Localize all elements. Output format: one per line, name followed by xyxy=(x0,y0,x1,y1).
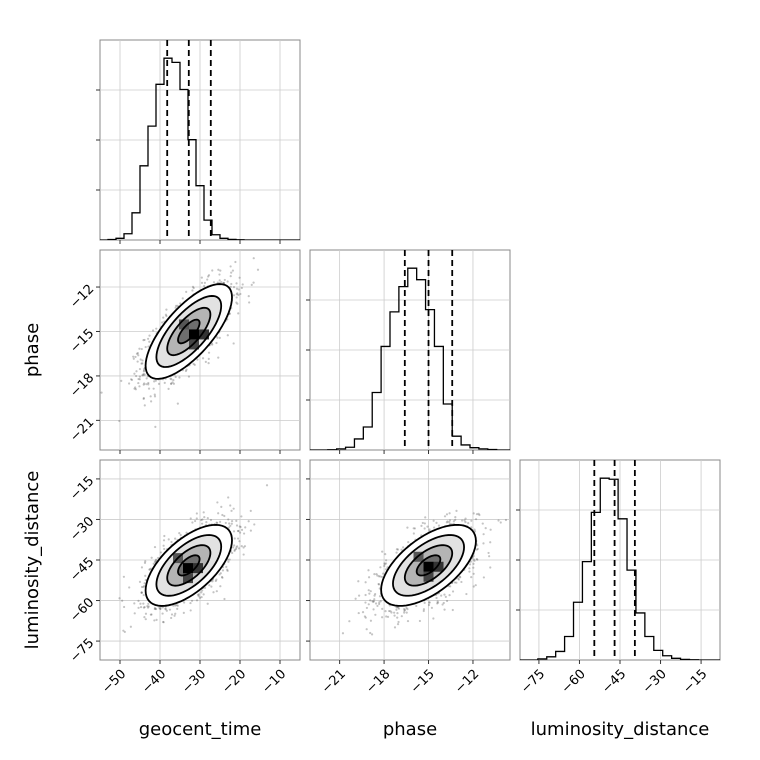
density-peak-block xyxy=(423,561,434,572)
histogram-step xyxy=(520,477,720,660)
contour-line xyxy=(415,554,442,577)
scatter-panel-geocent_time-luminosity_distance xyxy=(96,459,301,664)
hist-panel-luminosity_distance xyxy=(516,459,721,664)
x-axis-label-luminosity_distance: luminosity_distance xyxy=(531,719,710,740)
density-fill xyxy=(178,319,200,344)
contour-line xyxy=(392,534,465,597)
x-axis-label-geocent_time: geocent_time xyxy=(139,719,262,740)
density-peak-block xyxy=(193,563,203,574)
hist-panel-phase xyxy=(306,249,511,454)
y-axis-label-luminosity_distance: luminosity_distance xyxy=(22,471,43,650)
contour-line xyxy=(177,318,201,345)
density-peak-block xyxy=(199,329,209,340)
density-peak-block xyxy=(183,563,193,574)
contour-line xyxy=(166,544,212,587)
contour-line xyxy=(155,534,223,597)
scatter-panel-phase-luminosity_distance xyxy=(306,459,511,664)
contour-line xyxy=(144,283,233,380)
x-axis-label-phase: phase xyxy=(383,719,437,740)
density-peak-block xyxy=(423,571,434,582)
contour-line xyxy=(380,523,477,607)
y-axis-label-phase: phase xyxy=(22,323,43,377)
panel-content xyxy=(118,484,269,634)
density-peak-block xyxy=(179,319,189,330)
contour-line xyxy=(403,544,454,587)
contour-line xyxy=(177,554,201,577)
panels-layer xyxy=(96,39,721,664)
contour-line xyxy=(166,306,212,357)
contour-line xyxy=(144,523,233,607)
contour-line xyxy=(155,295,223,368)
density-peak-block xyxy=(183,573,193,584)
histogram-step xyxy=(310,267,510,450)
density-peak-block xyxy=(433,561,444,572)
hist-panel-geocent_time xyxy=(96,39,301,244)
panel-content xyxy=(100,257,260,429)
panel-content xyxy=(341,509,508,636)
scatter-panel-geocent_time-phase xyxy=(96,249,301,454)
